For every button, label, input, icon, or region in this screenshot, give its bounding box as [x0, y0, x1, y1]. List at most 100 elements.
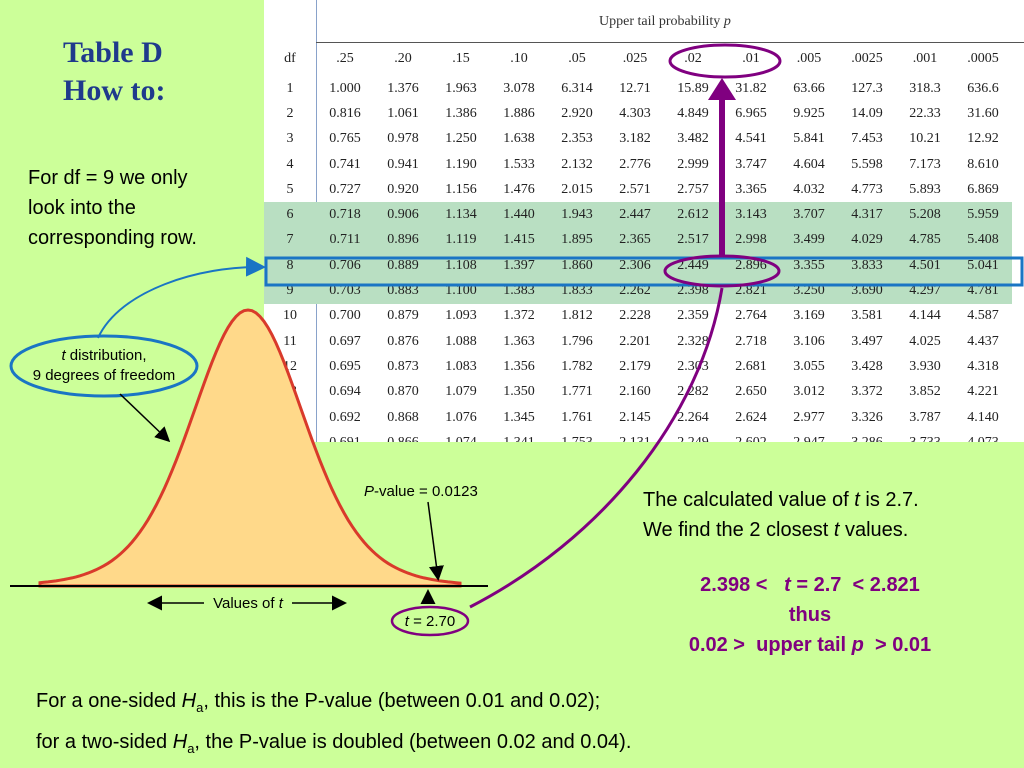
critical-value-cell: 2.132 — [561, 156, 593, 172]
table-row: 4 0.741 0.941 1.190 1.533 2.132 2.776 2.999 3.74… — [264, 152, 1012, 177]
axis-label: Values of t — [213, 595, 284, 612]
critical-value-cell: 2.359 — [677, 308, 709, 324]
critical-value-cell: 5.959 — [954, 202, 1012, 228]
column-highlight-ellipse — [668, 43, 782, 79]
critical-value-cell: 1.083 — [445, 358, 477, 374]
critical-value-cell: 1.074 — [432, 430, 490, 442]
critical-value-cell: 4.785 — [896, 227, 954, 254]
probability-header: .01 — [742, 51, 760, 66]
critical-value-cell: 1.093 — [445, 308, 477, 324]
critical-value-cell: 2.977 — [793, 409, 825, 425]
critical-value-cell: 0.691 — [316, 430, 374, 442]
table-row: 2 0.816 1.061 1.386 1.886 2.920 4.303 4.849 6.96… — [264, 101, 1012, 126]
title-line-2: How to: — [63, 74, 166, 107]
critical-value-cell: 12.71 — [619, 80, 651, 96]
critical-value-cell: 4.604 — [793, 156, 825, 172]
critical-value-cell: 15.89 — [677, 80, 709, 96]
probability-header: .025 — [622, 51, 648, 66]
table-caption-text: Upper tail probability p — [599, 14, 731, 29]
df-cell: 10 — [283, 308, 297, 324]
critical-value-cell: 127.3 — [851, 80, 883, 96]
blue-connector — [97, 256, 266, 339]
critical-value-cell: 5.598 — [851, 156, 883, 172]
df-note-line: look into the — [28, 197, 136, 219]
critical-value-cell: 4.317 — [838, 202, 896, 228]
critical-value-cell: 1.476 — [503, 181, 535, 197]
critical-value-cell: 3.143 — [722, 202, 780, 228]
df-cell: 2 — [286, 105, 294, 121]
critical-value-cell: 2.264 — [677, 409, 709, 425]
critical-value-cell: 2.681 — [735, 358, 767, 374]
critical-value-cell: 4.541 — [735, 131, 767, 147]
critical-value-cell: 10.21 — [909, 131, 941, 147]
critical-value-cell: 0.920 — [387, 181, 419, 197]
calc-note-line-1: The calculated value of t is 2.7. — [643, 489, 919, 511]
table-caption: Upper tail probability p — [264, 0, 1024, 42]
probability-header: .05 — [568, 51, 586, 66]
df-header: df — [284, 51, 296, 66]
header-divider — [316, 42, 1024, 43]
critical-value-cell: 4.781 — [954, 278, 1012, 304]
critical-value-cell: 5.893 — [909, 181, 941, 197]
critical-value-cell: 1.372 — [503, 308, 535, 324]
table-row: 11 0.697 0.876 1.088 1.363 1.796 2.201 2.328 2.7… — [264, 329, 1012, 354]
critical-value-cell: 4.849 — [677, 105, 709, 121]
table-row: 7 0.711 0.896 1.119 1.415 1.895 2.365 2.517 2.99… — [264, 227, 1012, 254]
table-row: 150.6910.8661.0741.3411.7532.1312.2492.6… — [264, 430, 1012, 442]
critical-value-cell: 1.943 — [548, 202, 606, 228]
probability-header: .20 — [394, 51, 412, 66]
critical-value-cell: 9.925 — [793, 105, 825, 121]
critical-value-cell: 0.727 — [329, 181, 361, 197]
critical-value-cell: 0.741 — [329, 156, 361, 172]
critical-value-cell: 1.782 — [561, 358, 593, 374]
critical-value-cell: 1.345 — [503, 409, 535, 425]
critical-value-cell: 3.372 — [851, 384, 883, 400]
bottom-note: For a one-sided Ha, this is the P-value … — [36, 684, 631, 766]
t-value-label: t = 2.70 — [405, 613, 455, 630]
critical-value-cell: 2.947 — [780, 430, 838, 442]
critical-value-cell: 0.711 — [316, 227, 374, 254]
critical-value-cell: 22.33 — [909, 105, 941, 121]
critical-value-cell: 5.408 — [954, 227, 1012, 254]
critical-value-cell: 1.376 — [387, 80, 419, 96]
critical-value-cell: 31.60 — [967, 105, 999, 121]
critical-value-cell: 2.612 — [664, 202, 722, 228]
row-9-highlight — [264, 256, 1024, 287]
critical-value-cell: 0.703 — [316, 278, 374, 304]
critical-value-cell: 2.262 — [606, 278, 664, 304]
dist-label-line-2: 9 degrees of freedom — [33, 367, 176, 384]
critical-value-cell: 1.350 — [503, 384, 535, 400]
critical-value-cell: 1.190 — [445, 156, 477, 172]
critical-value-cell: 3.250 — [780, 278, 838, 304]
critical-value-cell: 1.963 — [445, 80, 477, 96]
df-cell: 1 — [286, 80, 294, 96]
critical-value-cell: 1.796 — [561, 333, 593, 349]
critical-value-cell: 0.941 — [387, 156, 419, 172]
critical-value-cell: 1.812 — [561, 308, 593, 324]
critical-value-cell: 0.816 — [329, 105, 361, 121]
critical-value-cell: 1.061 — [387, 105, 419, 121]
critical-value-cell: 1.000 — [329, 80, 361, 96]
critical-value-cell: 4.140 — [967, 409, 999, 425]
critical-value-cell: 2.624 — [735, 409, 767, 425]
critical-value-cell: 2.447 — [606, 202, 664, 228]
critical-value-cell: 8.610 — [967, 156, 999, 172]
probability-header: .0005 — [967, 51, 999, 66]
comparison-line-2: thus — [788, 604, 832, 626]
calc-note: The calculated value of t is 2.7. We fin… — [643, 485, 919, 545]
probability-header: .0025 — [851, 51, 883, 66]
critical-value-cell: 0.765 — [329, 131, 361, 147]
critical-value-cell: 2.249 — [664, 430, 722, 442]
critical-value-cell: 0.694 — [329, 384, 361, 400]
critical-value-cell: 1.156 — [445, 181, 477, 197]
value-highlight-ellipse — [663, 254, 781, 288]
pvalue-label: P-value = 0.0123 — [364, 483, 478, 500]
critical-value-cell: 0.879 — [387, 308, 419, 324]
critical-value-cell: 1.250 — [445, 131, 477, 147]
critical-value-cell: 4.029 — [838, 227, 896, 254]
critical-value-cell: 5.841 — [793, 131, 825, 147]
critical-value-cell: 3.499 — [780, 227, 838, 254]
critical-value-cell: 1.886 — [503, 105, 535, 121]
critical-value-cell: 2.365 — [606, 227, 664, 254]
probability-header: .001 — [912, 51, 938, 66]
